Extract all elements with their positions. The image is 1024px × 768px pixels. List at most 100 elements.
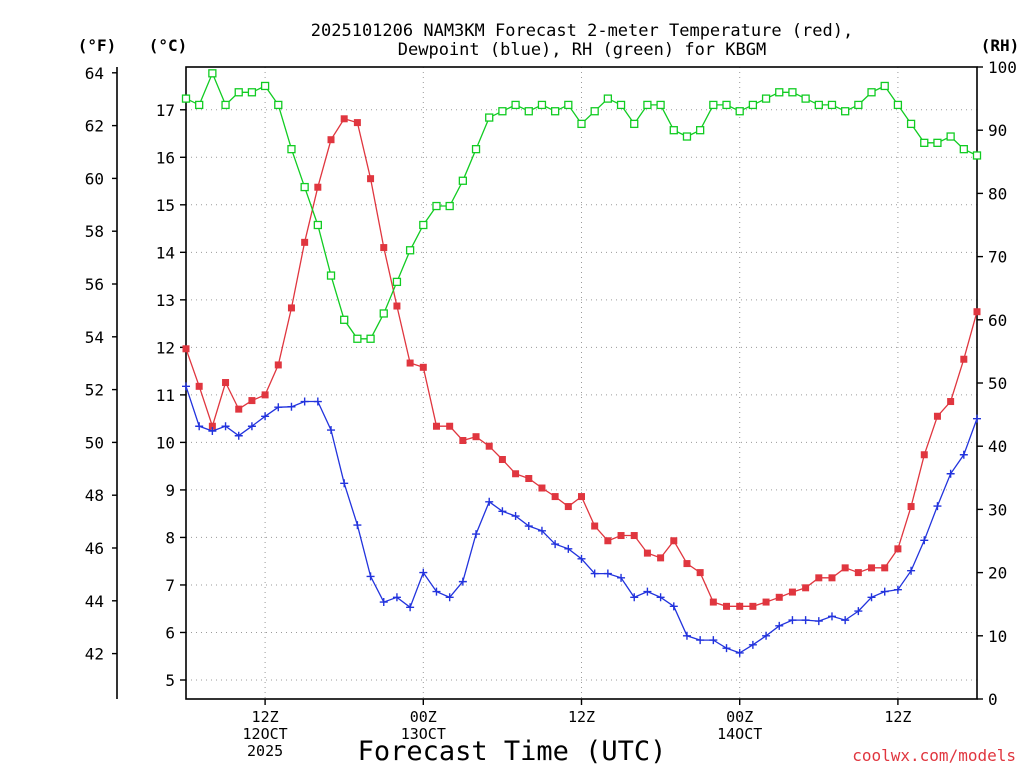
temperature-marker — [841, 564, 849, 572]
dewpoint-marker — [406, 603, 415, 612]
temperature-marker — [195, 382, 203, 390]
temperature-marker — [485, 442, 493, 450]
temperature-marker — [459, 436, 467, 444]
temperature-marker — [512, 470, 520, 478]
celsius-tick-label: 14 — [156, 243, 175, 262]
dewpoint-marker — [551, 540, 560, 549]
rh-marker — [814, 100, 823, 110]
dewpoint-marker — [933, 502, 942, 511]
temperature-marker — [393, 302, 401, 310]
rh-marker — [603, 94, 613, 103]
rh-marker — [405, 246, 415, 255]
rh-marker — [326, 271, 336, 280]
rh-unit-label: (RH) — [981, 36, 1020, 55]
dewpoint-marker — [432, 587, 441, 596]
rh-marker — [550, 107, 560, 116]
temperature-marker — [287, 304, 295, 312]
fahrenheit-tick-label: 64 — [85, 64, 104, 83]
x-tick-label: 12Z — [252, 708, 279, 726]
celsius-tick-label: 9 — [165, 481, 175, 500]
dewpoint-marker — [300, 397, 309, 406]
dewpoint-marker — [696, 636, 705, 645]
celsius-tick-label: 12 — [156, 338, 175, 357]
temperature-marker — [208, 422, 216, 430]
rh-marker — [340, 315, 349, 324]
temperature-marker — [261, 391, 269, 399]
temperature-marker — [235, 405, 243, 413]
fahrenheit-tick-label: 60 — [85, 169, 104, 188]
rh-marker — [247, 88, 257, 97]
temperature-marker — [788, 588, 796, 596]
dewpoint-marker — [682, 631, 691, 640]
rh-marker — [419, 220, 428, 230]
temperature-marker — [406, 359, 414, 367]
chart-title-line-1: 2025101206 NAM3KM Forecast 2-meter Tempe… — [311, 21, 853, 41]
temperature-marker — [736, 602, 744, 610]
rh-marker — [260, 81, 270, 91]
temperature-marker — [353, 119, 361, 127]
rh-marker — [827, 100, 837, 110]
dewpoint-marker — [735, 648, 744, 657]
fahrenheit-unit-label: (°F) — [78, 36, 117, 55]
temperature-marker — [314, 183, 322, 191]
dewpoint-marker — [854, 607, 863, 616]
rh-tick-label: 100 — [988, 58, 1017, 77]
temperature-marker — [657, 554, 665, 562]
dewpoint-marker — [590, 569, 599, 578]
rh-tick-label: 50 — [988, 374, 1007, 393]
dewpoint-marker — [419, 568, 428, 577]
dewpoint-marker — [959, 450, 968, 459]
x-axis-title: Forecast Time (UTC) — [358, 736, 667, 767]
temperature-marker — [920, 451, 928, 459]
rh-marker — [656, 100, 665, 110]
temperature-marker — [367, 175, 375, 183]
temperature-marker — [248, 397, 256, 405]
temperature-marker — [525, 475, 533, 483]
dewpoint-marker — [643, 587, 652, 596]
temperature-marker — [762, 598, 770, 606]
x-tick-label: 00Z — [410, 708, 437, 726]
x-tick-label: 12Z — [568, 708, 595, 726]
temperature-marker — [604, 537, 612, 545]
dewpoint-marker — [392, 593, 401, 602]
dewpoint-marker — [221, 422, 230, 431]
rh-tick-label: 20 — [988, 564, 1007, 583]
rh-marker — [590, 107, 599, 116]
temperature-marker — [538, 484, 546, 492]
credit-link[interactable]: coolwx.com/models — [852, 746, 1016, 765]
rh-marker — [195, 100, 204, 110]
temperature-marker — [617, 532, 625, 540]
dewpoint-marker — [313, 397, 322, 406]
celsius-tick-label: 8 — [165, 528, 175, 547]
dewpoint-marker — [841, 616, 850, 625]
celsius-tick-label: 6 — [165, 623, 175, 642]
dewpoint-marker — [669, 602, 678, 611]
rh-marker — [946, 132, 955, 141]
temperature-marker — [380, 244, 388, 252]
dewpoint-marker — [485, 497, 494, 506]
dewpoint-marker — [709, 636, 718, 645]
fahrenheit-tick-label: 58 — [85, 222, 104, 241]
celsius-tick-label: 16 — [156, 148, 175, 167]
rh-tick-label: 40 — [988, 437, 1007, 456]
dewpoint-marker — [788, 616, 797, 625]
gridlines — [186, 67, 977, 699]
dewpoint-marker — [801, 616, 810, 625]
dewpoint-marker — [379, 598, 388, 607]
rh-marker — [854, 100, 863, 110]
dewpoint-marker — [498, 507, 507, 516]
fahrenheit-tick-label: 56 — [85, 275, 104, 294]
rh-marker — [274, 100, 283, 110]
temperature-marker — [907, 503, 915, 511]
temperature-marker — [182, 345, 190, 353]
rh-marker — [208, 69, 217, 78]
rh-marker — [748, 100, 758, 110]
dewpoint-marker — [814, 617, 823, 626]
rh-marker — [445, 201, 454, 211]
dewpoint-marker — [445, 593, 454, 602]
dewpoint-marker — [973, 414, 981, 423]
temperature-marker — [498, 456, 506, 464]
rh-marker — [287, 145, 296, 154]
dewpoint-marker — [274, 403, 283, 412]
